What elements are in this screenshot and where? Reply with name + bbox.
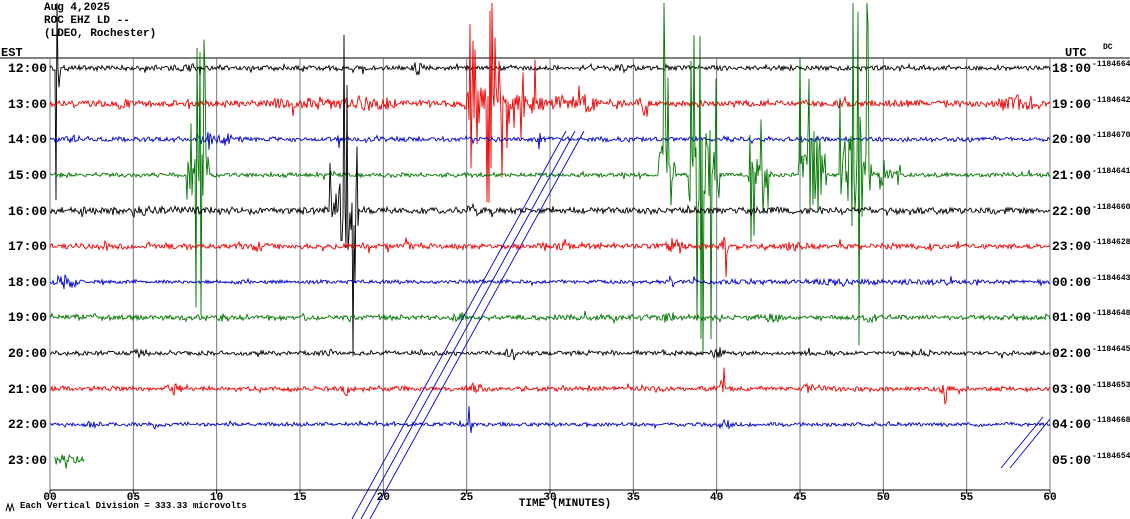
utc-hour-text: 21:00 (1052, 167, 1092, 183)
x-tick-label: 35 (626, 492, 640, 504)
waveform-trace (49, 347, 1051, 361)
x-tick-label: 55 (960, 492, 974, 504)
utc-hour-text: 05:00 (1052, 453, 1092, 469)
utc-hour-text: 22:00 (1052, 203, 1092, 219)
title-date: Aug 4,2025 (44, 2, 111, 14)
right-hour-label: 00:00 -1184643 (1052, 273, 1130, 290)
telemetry-diagonal-line (351, 130, 567, 519)
dc-offset-value: -1184653 (1092, 380, 1130, 390)
utc-hour-text: 23:00 (1052, 239, 1092, 255)
x-tick-label: 30 (543, 492, 557, 504)
x-tick-label: 20 (376, 492, 390, 504)
dc-offset-value: -1184641 (1092, 166, 1130, 176)
x-tick-label: 45 (793, 492, 807, 504)
right-hour-label: 23:00 -1184628 (1052, 238, 1130, 255)
dc-offset-value: -1184628 (1092, 238, 1130, 248)
waveform-trace (49, 236, 1051, 278)
dc-offset-value: -1184643 (1092, 273, 1130, 283)
left-hour-label: 14:00 (7, 132, 47, 148)
dc-offset-value: -1184660 (1092, 202, 1130, 212)
dc-offset-value: -1184664 (1092, 60, 1130, 69)
utc-hour-text: 00:00 (1052, 274, 1092, 290)
x-tick-label: 00 (43, 492, 57, 504)
x-tick-label: 15 (293, 492, 307, 504)
microvolt-scale-icon (5, 503, 15, 512)
right-hour-label: 05:00 -1184654 (1052, 452, 1130, 469)
right-hour-label: 18:00 -1184664 (1052, 60, 1130, 76)
x-axis-title: TIME (MINUTES) (518, 498, 612, 510)
waveform-trace (49, 310, 1051, 325)
waveform-trace (49, 132, 1051, 150)
left-hour-label: 22:00 (7, 417, 47, 433)
utc-hour-text: 18:00 (1052, 61, 1092, 76)
right-hour-label: 03:00 -1184653 (1052, 380, 1130, 397)
dc-offset-value: -1184668 (1092, 416, 1130, 426)
utc-hour-text: 04:00 (1052, 417, 1092, 433)
dc-offset-value: -1184654 (1092, 452, 1130, 462)
dc-offset-value: -1184642 (1092, 95, 1130, 105)
left-hour-label: 19:00 (7, 310, 47, 326)
telemetry-diagonal-line (360, 130, 576, 519)
utc-hour-text: 02:00 (1052, 346, 1092, 362)
x-tick-label: 60 (1043, 492, 1057, 504)
telemetry-diagonal-line (369, 130, 585, 519)
utc-hour-text: 19:00 (1052, 96, 1092, 112)
waveform-trace (49, 2, 1051, 201)
left-hour-label: 12:00 (7, 61, 47, 76)
waveform-trace (53, 453, 85, 469)
waveform-trace (49, 367, 1051, 406)
title-block: Aug 4,2025 ROC EHZ LD -- (LDEO, Rocheste… (44, 2, 156, 41)
x-tick-label: 25 (460, 492, 474, 504)
left-hour-label: 21:00 (7, 381, 47, 397)
left-hour-label: 15:00 (7, 167, 47, 183)
left-timezone-label: EST (1, 46, 23, 60)
left-hour-label: 23:00 (7, 453, 47, 469)
title-location: (LDEO, Rochester) (44, 28, 157, 40)
right-hour-label: 22:00 -1184660 (1052, 202, 1130, 219)
waveform-trace (49, 2, 1051, 203)
right-hour-label: 04:00 -1184668 (1052, 416, 1130, 433)
left-hour-label: 18:00 (7, 274, 47, 290)
x-tick-label: 50 (876, 492, 890, 504)
x-tick-label: 40 (710, 492, 724, 504)
right-timezone-label: UTC (1065, 46, 1087, 60)
left-hour-label: 17:00 (7, 239, 47, 255)
right-hour-label: 02:00 -1184645 (1052, 345, 1130, 362)
dc-offset-value: -1184670 (1092, 131, 1130, 141)
telemetry-diagonal-line (1000, 416, 1044, 469)
title-station: ROC EHZ LD -- (44, 15, 130, 27)
right-hour-label: 21:00 -1184641 (1052, 166, 1130, 183)
utc-hour-text: 20:00 (1052, 132, 1092, 148)
utc-hour-text: 01:00 (1052, 310, 1092, 326)
scale-note: Each Vertical Division = 333.33 microvol… (20, 501, 247, 511)
waveform-trace (49, 34, 1051, 357)
left-hour-label: 13:00 (7, 96, 47, 112)
waveform-trace (49, 274, 1051, 290)
left-hour-label: 20:00 (7, 346, 47, 362)
utc-hour-text: 03:00 (1052, 381, 1092, 397)
right-hour-label: 19:00 -1184642 (1052, 95, 1130, 112)
x-tick-label: 10 (210, 492, 224, 504)
left-hour-label: 16:00 (7, 203, 47, 219)
x-tick-label: 05 (126, 492, 140, 504)
right-hour-label: 01:00 -1184648 (1052, 309, 1130, 326)
waveform-trace (49, 2, 1051, 356)
telemetry-diagonal-line (1009, 418, 1051, 469)
dc-column-header: DC (1103, 43, 1113, 52)
dc-offset-value: -1184645 (1092, 345, 1130, 355)
waveform-trace (50, 406, 1051, 434)
dc-offset-value: -1184648 (1092, 309, 1130, 319)
right-hour-label: 20:00 -1184670 (1052, 131, 1130, 148)
